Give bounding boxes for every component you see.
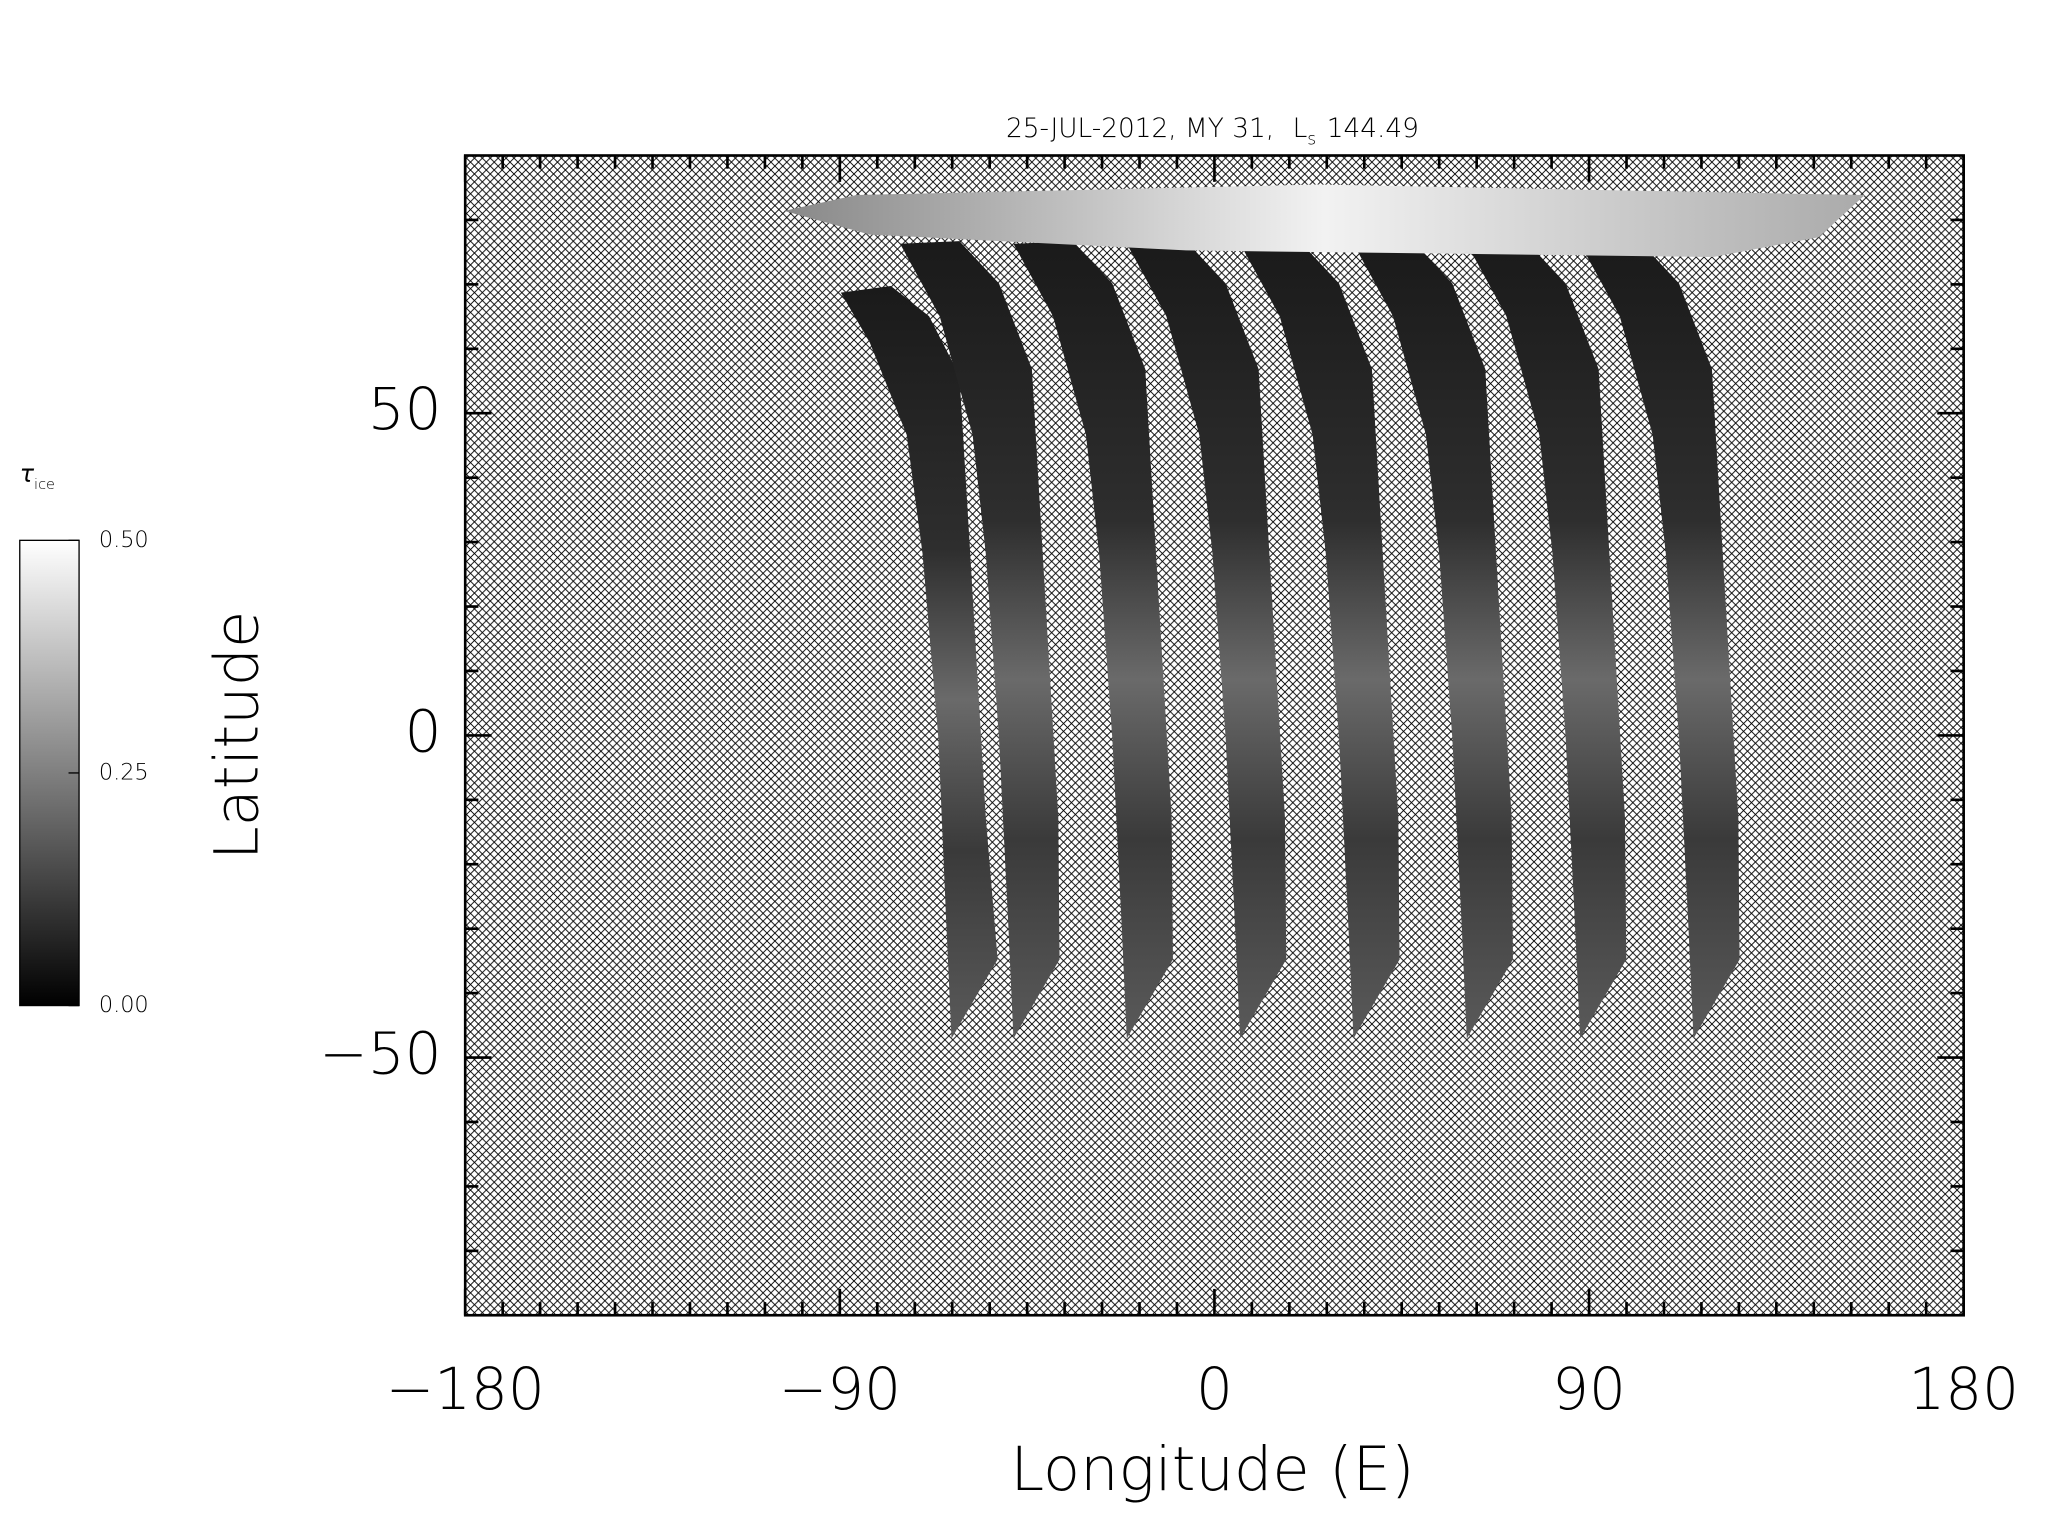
x-tick-label: −180 (386, 1355, 545, 1423)
polar-cap (784, 184, 1865, 257)
swaths (840, 241, 1740, 1039)
colorbar-symbol: τ (20, 459, 35, 487)
swath (1240, 241, 1400, 1039)
colorbar-subscript: ice (34, 477, 55, 493)
y-axis-title: Latitude (203, 611, 273, 860)
swath (840, 285, 998, 1039)
chart-title: 25-JUL-2012, MY 31, Ls 144.49 (1006, 114, 1419, 150)
x-tick-label: 90 (1552, 1355, 1626, 1423)
colorbar-tick-label: 0.00 (99, 992, 149, 1018)
y-tick-label: 50 (368, 375, 442, 443)
swath (900, 241, 1060, 1039)
title-symbol: L (1293, 114, 1308, 144)
x-tick-label: 0 (1196, 1355, 1233, 1423)
swath (1013, 241, 1173, 1039)
x-axis-title: Longitude (E) (1010, 1435, 1414, 1505)
colorbar-title: τice (20, 459, 55, 493)
swath (1126, 241, 1287, 1039)
y-tick-label: 0 (405, 697, 442, 765)
colorbar-tick-label: 0.50 (99, 527, 149, 553)
x-tick-label: −90 (779, 1355, 901, 1423)
swath (1580, 241, 1740, 1039)
x-tick-label: 180 (1908, 1355, 2019, 1423)
swath (1466, 241, 1627, 1039)
title-value: 144.49 (1327, 114, 1419, 144)
colorbar-tick-label: 0.25 (99, 759, 149, 785)
swath (1353, 241, 1513, 1039)
title-text: 25-JUL-2012, MY 31, (1006, 114, 1274, 144)
title-subscript: s (1307, 130, 1316, 150)
y-tick-label: −50 (319, 1020, 441, 1088)
